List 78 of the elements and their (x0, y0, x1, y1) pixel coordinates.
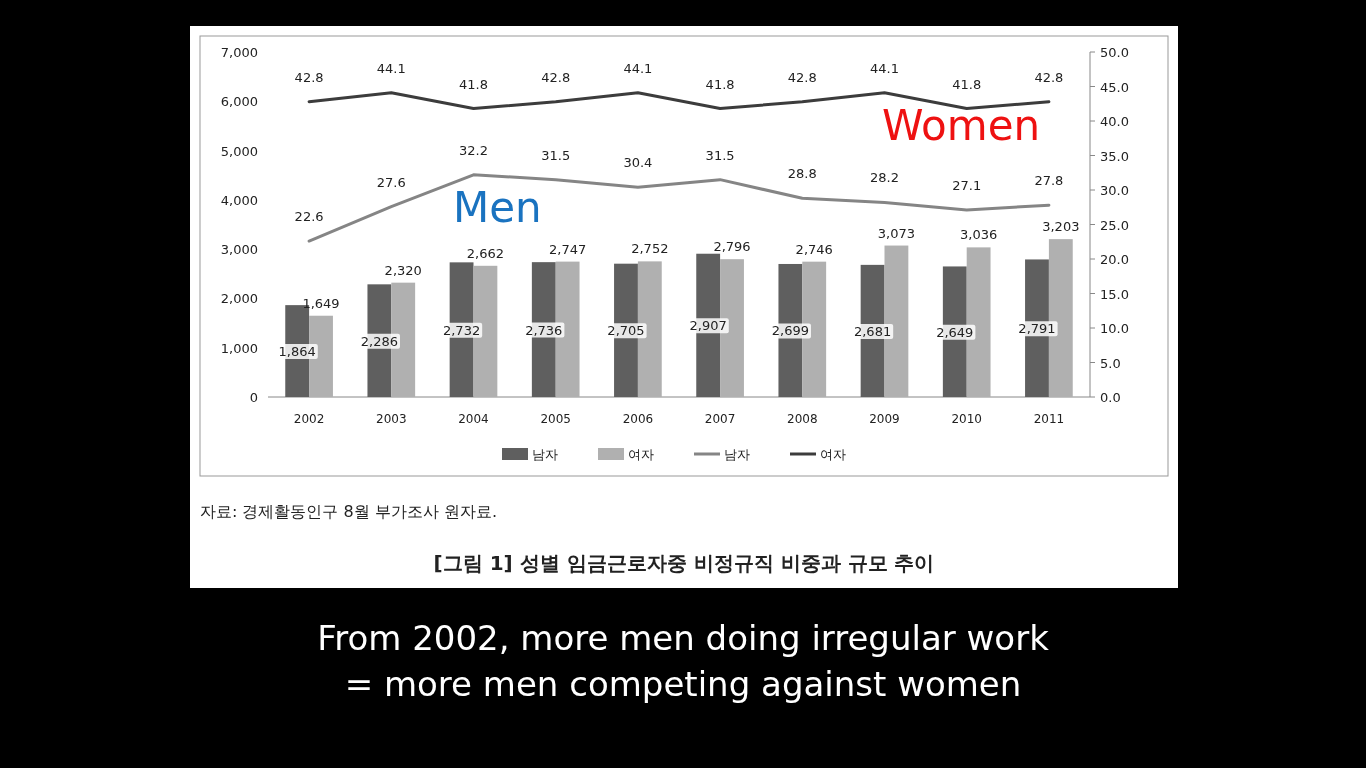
data-label: 44.1 (870, 60, 899, 76)
data-label: 3,073 (877, 225, 916, 241)
data-label: 41.8 (705, 76, 735, 92)
annotation: Men (453, 183, 542, 232)
y-tick-label: 2,000 (220, 291, 258, 307)
data-label: 2,649 (936, 324, 974, 340)
y-tick-label: 5,000 (220, 143, 258, 159)
text: 자료: 경제활동인구 8월 부가조사 원자료. (200, 502, 497, 521)
x-tick-label: 2003 (376, 412, 407, 426)
data-label: 27.6 (376, 174, 406, 190)
y2-tick-label: 50.0 (1100, 45, 1129, 60)
y-tick-label: 0 (249, 390, 258, 405)
text: From 2002, more men doing irregular work = more men competing against women (317, 617, 1050, 704)
data-label: 1,649 (302, 295, 340, 311)
x-tick-label: 2006 (622, 412, 654, 426)
data-label: 2,732 (442, 322, 481, 338)
x-tick-label: 2009 (869, 412, 900, 426)
annotation: Women (882, 101, 1041, 150)
data-label: 2,320 (384, 262, 422, 278)
data-label: 42.8 (294, 69, 324, 85)
data-label: 31.5 (705, 147, 735, 163)
y-tick-label: 7,000 (220, 45, 258, 60)
data-label: 3,036 (960, 227, 998, 243)
y2-tick-label: 35.0 (1100, 148, 1129, 164)
y-tick-label: 6,000 (220, 94, 258, 110)
data-label: 2,747 (549, 241, 587, 257)
data-label: 27.8 (1034, 173, 1064, 189)
data-label: 2,681 (853, 323, 892, 339)
legend-label: 남자 (532, 447, 558, 462)
data-label: 2,791 (1018, 321, 1056, 337)
legend-label: 여자 (820, 447, 846, 462)
y2-tick-label: 25.0 (1100, 217, 1129, 233)
data-label: 2,662 (466, 245, 505, 261)
data-label: 2,907 (689, 318, 727, 334)
data-label: 2,752 (631, 241, 669, 257)
y2-tick-label: 15.0 (1100, 286, 1129, 302)
data-label: 28.2 (870, 170, 899, 186)
y-tick-label: 4,000 (220, 192, 258, 208)
y-tick-label: 3,000 (220, 242, 258, 258)
data-label: 41.8 (459, 76, 488, 92)
data-label: 2,796 (713, 239, 751, 255)
x-tick-label: 2011 (1033, 412, 1065, 426)
data-label: 3,203 (1042, 219, 1080, 235)
data-label: 2,705 (607, 323, 645, 339)
data-label: 42.8 (1034, 69, 1064, 85)
data-label: 2,736 (525, 322, 563, 338)
y-tick-label: 1,000 (220, 340, 258, 356)
y2-tick-label: 0.0 (1100, 390, 1121, 405)
data-label: 1,864 (278, 344, 316, 360)
legend-label: 남자 (724, 447, 750, 462)
data-label: 2,746 (795, 241, 833, 257)
data-label: 32.2 (459, 142, 488, 158)
data-label: 42.8 (787, 69, 817, 85)
data-label: 44.1 (623, 60, 653, 76)
data-label: 44.1 (376, 60, 406, 76)
data-label: 28.8 (787, 166, 817, 182)
x-tick-label: 2010 (951, 412, 982, 426)
x-tick-label: 2005 (540, 412, 571, 426)
data-label: 27.1 (952, 178, 982, 194)
data-label: 41.8 (952, 76, 982, 92)
y2-tick-label: 5.0 (1100, 355, 1121, 371)
x-tick-label: 2007 (704, 412, 736, 426)
data-label: 31.5 (541, 147, 571, 163)
data-label: 30.4 (623, 155, 653, 171)
x-tick-label: 2002 (293, 412, 325, 426)
legend-label: 여자 (628, 447, 654, 462)
y2-tick-label: 10.0 (1100, 321, 1129, 336)
x-tick-label: 2008 (787, 412, 818, 426)
data-label: 22.6 (294, 209, 324, 225)
data-label: 2,286 (360, 333, 398, 349)
y2-tick-label: 45.0 (1100, 79, 1129, 95)
y2-tick-label: 30.0 (1100, 183, 1129, 198)
text: [그림 1] 성별 임금근로자중 비정규직 비중과 규모 추이 (433, 551, 935, 575)
y2-tick-label: 20.0 (1100, 252, 1129, 267)
data-label: 42.8 (541, 69, 571, 85)
data-label: 2,699 (771, 323, 809, 339)
y2-tick-label: 40.0 (1100, 114, 1129, 129)
x-tick-label: 2004 (458, 412, 489, 426)
